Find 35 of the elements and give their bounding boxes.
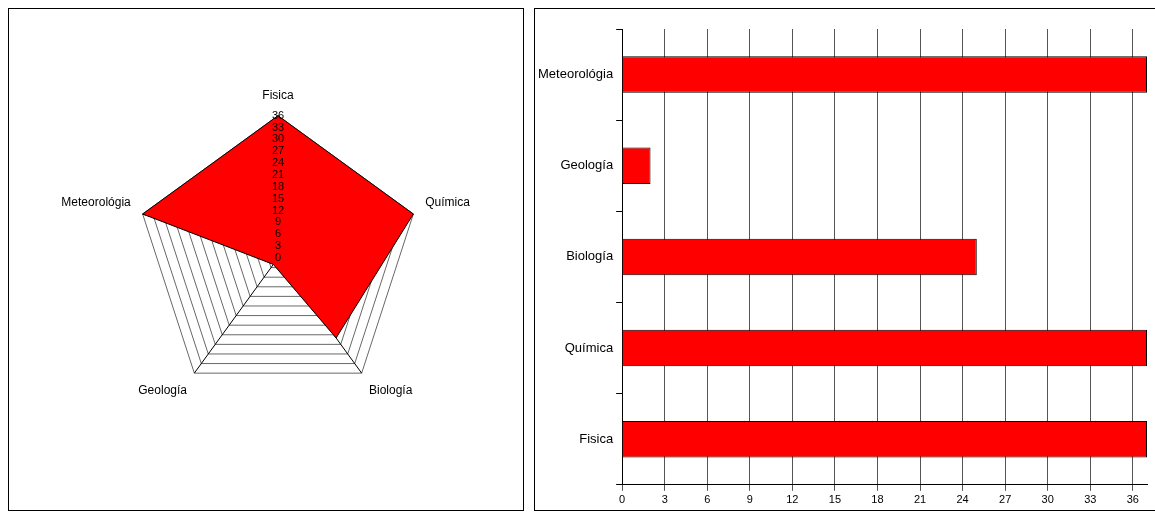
spoke-label: Química [425, 195, 471, 210]
y-tick-label: 0 [274, 251, 282, 264]
x-tick-label: 18 [871, 493, 884, 506]
x-tick-label: 27 [999, 493, 1012, 506]
x-tick-label: 0 [619, 493, 626, 506]
y-tick-label: 18 [271, 179, 285, 192]
x-tick-label: 24 [956, 493, 969, 506]
y-tick-label: 12 [271, 203, 285, 216]
y-tick-label: 3 [274, 239, 282, 252]
y-tick-label: Geología [560, 157, 614, 173]
y-tick-label: 36 [271, 108, 285, 121]
x-tick-label: 21 [913, 493, 927, 506]
x-tick-label: 30 [1041, 493, 1054, 506]
x-tick-label: 12 [786, 493, 799, 506]
x-tick-label: 3 [661, 493, 668, 506]
y-tick-label: Biología [566, 248, 614, 264]
y-tick-label: 33 [271, 120, 285, 133]
y-tick-label: 9 [274, 215, 282, 228]
y-tick-label: Meteorológia [538, 66, 614, 82]
x-tick-label: 36 [1126, 493, 1139, 506]
y-tick-label: 30 [271, 132, 285, 145]
spoke-label: Meteorológia [61, 195, 132, 210]
x-tick-label: 33 [1084, 493, 1097, 506]
x-tick-label: 9 [746, 493, 753, 506]
x-tick-label: 15 [828, 493, 842, 506]
y-tick-label: 27 [271, 144, 285, 157]
x-tick-label: 6 [704, 493, 711, 506]
y-tick-label: Fisica [579, 430, 614, 446]
spoke-label: Biología [369, 382, 413, 397]
y-tick-label: 6 [274, 227, 282, 240]
y-tick-label: 24 [271, 156, 285, 169]
y-tick-label: Química [564, 339, 614, 355]
y-tick-label: 15 [271, 191, 285, 204]
y-tick-label: 21 [271, 168, 285, 180]
spoke-label: Geología [138, 382, 188, 397]
